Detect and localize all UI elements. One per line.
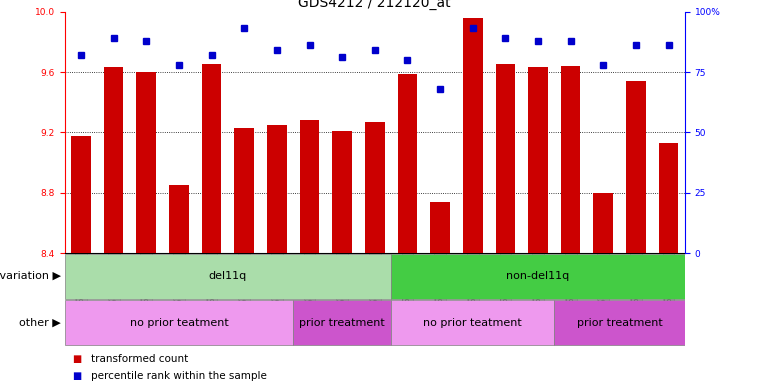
Text: ■: ■ [72, 354, 81, 364]
Text: non-del11q: non-del11q [506, 271, 570, 281]
Text: ■: ■ [72, 371, 81, 381]
Bar [594, 193, 613, 253]
Title: GDS4212 / 212120_at: GDS4212 / 212120_at [298, 0, 451, 10]
Bar [293, 300, 391, 345]
Bar [169, 185, 189, 253]
Bar [202, 65, 221, 253]
Bar [398, 73, 417, 253]
Bar [495, 65, 515, 253]
Bar [391, 300, 554, 345]
Bar [463, 18, 482, 253]
Bar [561, 66, 581, 253]
Text: del11q: del11q [209, 271, 247, 281]
Text: percentile rank within the sample: percentile rank within the sample [91, 371, 267, 381]
Bar [136, 72, 156, 253]
Bar [659, 143, 678, 253]
Bar [234, 128, 254, 253]
Bar [72, 136, 91, 253]
Bar [65, 300, 293, 345]
Text: other ▶: other ▶ [19, 318, 61, 328]
Text: transformed count: transformed count [91, 354, 189, 364]
Bar [300, 121, 320, 253]
Text: no prior teatment: no prior teatment [423, 318, 522, 328]
Bar [65, 254, 391, 299]
Text: prior treatment: prior treatment [577, 318, 663, 328]
Bar [333, 131, 352, 253]
Text: no prior teatment: no prior teatment [129, 318, 228, 328]
Bar [626, 81, 646, 253]
Bar [103, 68, 123, 253]
Bar [365, 122, 384, 253]
Bar [554, 300, 685, 345]
Text: prior treatment: prior treatment [299, 318, 385, 328]
Text: genotype/variation ▶: genotype/variation ▶ [0, 271, 61, 281]
Bar [528, 68, 548, 253]
Bar [267, 125, 287, 253]
Bar [430, 202, 450, 253]
Bar [391, 254, 685, 299]
